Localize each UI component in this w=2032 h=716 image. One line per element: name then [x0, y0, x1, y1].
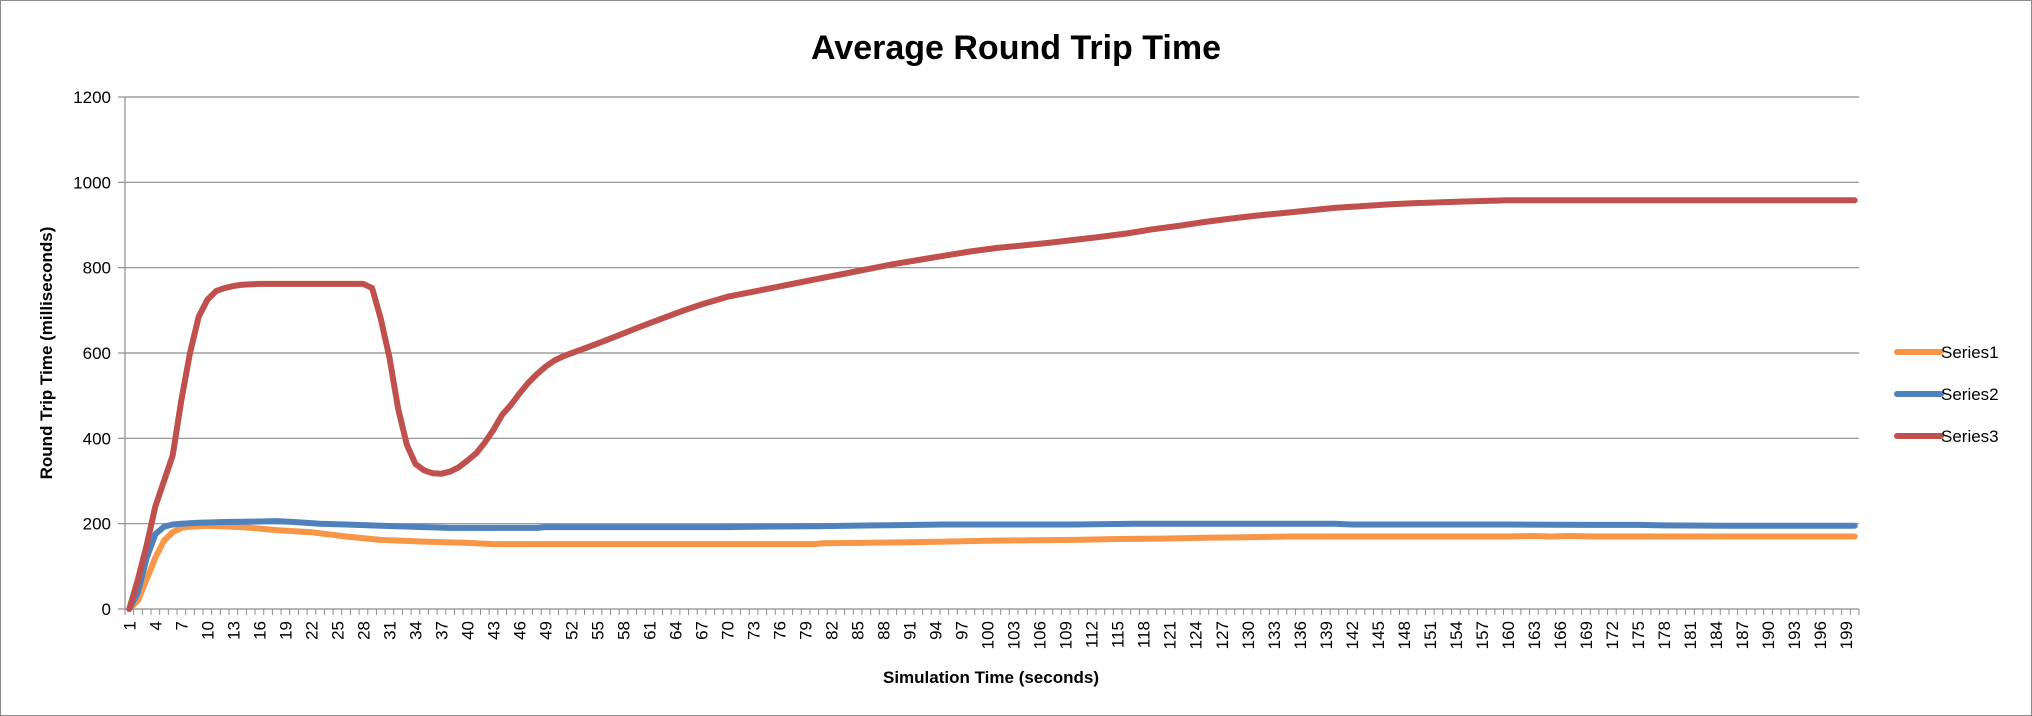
x-tick-label: 196 — [1811, 621, 1830, 649]
x-tick-label: 31 — [380, 621, 399, 640]
y-tick-label: 1200 — [73, 88, 111, 107]
x-tick-label: 178 — [1655, 621, 1674, 649]
x-tick-label: 199 — [1837, 621, 1856, 649]
x-tick-label: 1 — [120, 621, 139, 630]
x-tick-label: 76 — [771, 621, 790, 640]
x-axis-title: Simulation Time (seconds) — [883, 668, 1099, 687]
x-tick-label: 79 — [797, 621, 816, 640]
x-tick-label: 73 — [745, 621, 764, 640]
y-tick-label: 400 — [83, 429, 111, 448]
x-tick-label: 109 — [1057, 621, 1076, 649]
x-tick-label: 112 — [1083, 621, 1102, 648]
x-tick-label: 10 — [198, 621, 217, 640]
x-tick-label: 94 — [927, 621, 946, 640]
chart-title: Average Round Trip Time — [811, 29, 1221, 67]
x-tick-label: 175 — [1629, 621, 1648, 649]
y-tick-label: 600 — [83, 344, 111, 363]
x-tick-label: 118 — [1135, 621, 1154, 648]
y-tick-label: 1000 — [73, 173, 111, 192]
x-tick-label: 91 — [901, 621, 920, 640]
x-tick-label: 139 — [1317, 621, 1336, 649]
x-tick-label: 22 — [302, 621, 321, 640]
x-tick-label: 16 — [250, 621, 269, 640]
x-tick-label: 46 — [510, 621, 529, 640]
series-lines — [126, 197, 1858, 612]
x-tick-label: 37 — [432, 621, 451, 640]
x-tick-label: 130 — [1239, 621, 1258, 649]
x-tick-label: 133 — [1265, 621, 1284, 649]
gridlines — [125, 96, 1859, 525]
series-line-1 — [126, 522, 1858, 612]
x-tick-label: 58 — [615, 621, 634, 640]
x-tick-label: 127 — [1213, 621, 1232, 649]
y-axis-ticks: 0 200 400 600 800 1000 1200 — [73, 88, 125, 619]
x-axis-ticks: 1 4 7 10 13 16 19 22 25 28 31 34 37 40 43 46 49 52 55 58 61 6… — [120, 609, 1860, 649]
x-tick-label: 115 — [1109, 621, 1128, 648]
x-tick-label: 52 — [563, 621, 582, 640]
x-tick-label: 34 — [406, 621, 425, 640]
x-tick-label: 151 — [1421, 621, 1440, 649]
x-tick-label: 121 — [1161, 621, 1180, 649]
x-tick-label: 7 — [172, 621, 191, 630]
x-tick-label: 136 — [1291, 621, 1310, 649]
legend-label-2: Series2 — [1941, 385, 1999, 404]
x-tick-label: 55 — [589, 621, 608, 640]
x-tick-label: 184 — [1707, 621, 1726, 649]
x-tick-label: 187 — [1733, 621, 1752, 649]
x-tick-label: 124 — [1187, 621, 1206, 649]
x-tick-label: 40 — [458, 621, 477, 640]
y-tick-label: 200 — [83, 515, 111, 534]
x-tick-label: 148 — [1395, 621, 1414, 649]
x-tick-label: 154 — [1447, 621, 1466, 649]
x-tick-label: 82 — [823, 621, 842, 640]
y-tick-label: 0 — [102, 600, 111, 619]
x-tick-label: 172 — [1603, 621, 1622, 649]
x-tick-label: 190 — [1759, 621, 1778, 649]
legend-label-3: Series3 — [1941, 427, 1999, 446]
x-tick-label: 97 — [953, 621, 972, 640]
x-tick-label: 43 — [484, 621, 503, 640]
y-axis-title: Round Trip Time (milliseconds) — [37, 227, 56, 480]
x-tick-label: 85 — [849, 621, 868, 640]
x-tick-label: 103 — [1005, 621, 1024, 649]
x-tick-label: 106 — [1031, 621, 1050, 649]
x-tick-label: 100 — [979, 621, 998, 649]
x-tick-label: 181 — [1681, 621, 1700, 649]
x-tick-label: 166 — [1551, 621, 1570, 649]
series-line-3 — [126, 197, 1858, 612]
x-tick-label: 13 — [224, 621, 243, 640]
x-tick-label: 19 — [276, 621, 295, 640]
x-tick-label: 64 — [667, 621, 686, 640]
x-tick-label: 163 — [1525, 621, 1544, 649]
x-tick-label: 49 — [536, 621, 555, 640]
x-tick-label: 160 — [1499, 621, 1518, 649]
x-tick-label: 4 — [146, 621, 165, 630]
legend-label-1: Series1 — [1941, 343, 1999, 362]
x-tick-label: 67 — [693, 621, 712, 640]
series-line-2 — [126, 518, 1858, 612]
x-tick-label: 169 — [1577, 621, 1596, 649]
y-tick-label: 800 — [83, 259, 111, 278]
x-tick-label: 157 — [1473, 621, 1492, 649]
x-tick-label: 25 — [328, 621, 347, 640]
x-tick-label: 61 — [641, 621, 660, 640]
x-tick-label: 70 — [719, 621, 738, 640]
x-tick-label: 145 — [1369, 621, 1388, 649]
x-tick-label: 142 — [1343, 621, 1362, 649]
x-tick-label: 28 — [354, 621, 373, 640]
legend: Series1 Series2 Series3 — [1894, 343, 1999, 446]
x-tick-label: 88 — [875, 621, 894, 640]
x-tick-label: 193 — [1785, 621, 1804, 649]
